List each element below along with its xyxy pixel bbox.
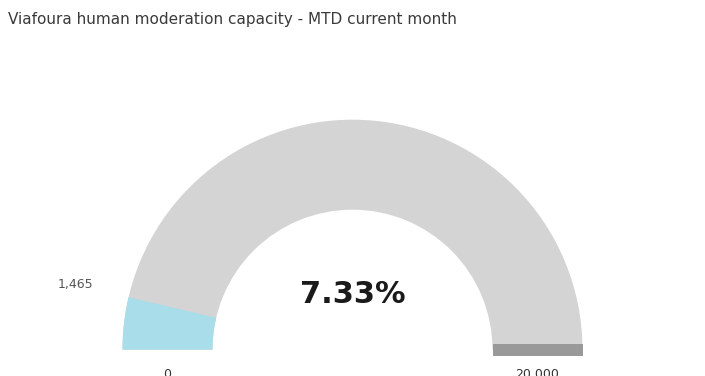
Text: 1,465: 1,465 [58,278,94,291]
Wedge shape [123,120,582,350]
Text: 20,000: 20,000 [515,368,560,376]
Text: Viafoura human moderation capacity - MTD current month: Viafoura human moderation capacity - MTD… [8,12,457,27]
Text: 0: 0 [164,368,171,376]
Text: 7.33%: 7.33% [300,280,405,309]
Bar [493,344,582,356]
Wedge shape [123,297,216,350]
